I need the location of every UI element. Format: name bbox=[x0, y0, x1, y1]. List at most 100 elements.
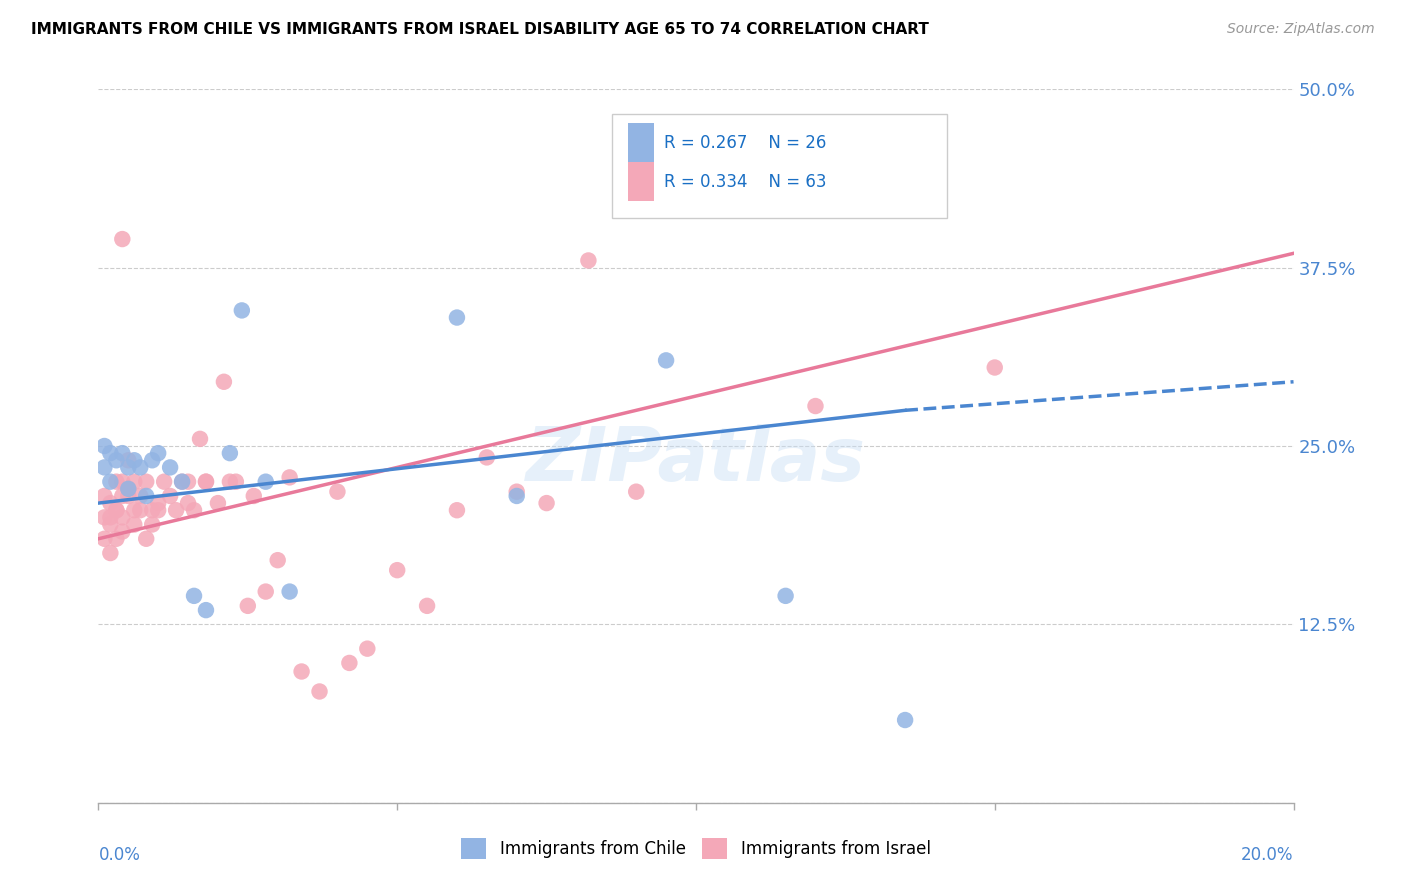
Point bbox=[278, 584, 301, 599]
Point bbox=[195, 603, 218, 617]
Point bbox=[148, 496, 170, 510]
Text: R = 0.267    N = 26: R = 0.267 N = 26 bbox=[664, 134, 827, 152]
Point bbox=[129, 489, 152, 503]
Text: 0.0%: 0.0% bbox=[98, 846, 141, 863]
Point bbox=[177, 475, 200, 489]
Point bbox=[177, 496, 200, 510]
Point bbox=[278, 470, 301, 484]
Point bbox=[506, 484, 529, 499]
Point bbox=[267, 553, 290, 567]
Point bbox=[775, 589, 797, 603]
Point bbox=[93, 532, 115, 546]
Point bbox=[93, 489, 115, 503]
Point bbox=[446, 310, 468, 325]
Point bbox=[93, 460, 115, 475]
Point bbox=[536, 496, 558, 510]
Point bbox=[98, 546, 122, 560]
Point bbox=[124, 517, 146, 532]
Point bbox=[308, 684, 330, 698]
Point bbox=[254, 475, 277, 489]
Text: 20.0%: 20.0% bbox=[1241, 846, 1294, 863]
Point bbox=[98, 446, 122, 460]
Point bbox=[98, 510, 122, 524]
Point bbox=[243, 489, 266, 503]
Point bbox=[105, 503, 128, 517]
Point bbox=[111, 232, 134, 246]
Point bbox=[159, 460, 181, 475]
Point bbox=[159, 489, 181, 503]
Point bbox=[93, 439, 115, 453]
Point bbox=[172, 475, 194, 489]
Point bbox=[117, 489, 139, 503]
Point bbox=[117, 482, 139, 496]
Point bbox=[254, 584, 277, 599]
Point bbox=[141, 453, 163, 467]
Point bbox=[105, 453, 128, 467]
FancyBboxPatch shape bbox=[613, 114, 948, 218]
Text: Source: ZipAtlas.com: Source: ZipAtlas.com bbox=[1227, 22, 1375, 37]
Point bbox=[148, 446, 170, 460]
Point bbox=[141, 503, 163, 517]
Point bbox=[385, 563, 409, 577]
Point bbox=[475, 450, 498, 465]
Point bbox=[326, 484, 349, 499]
Point bbox=[124, 503, 146, 517]
Point bbox=[153, 475, 176, 489]
Point bbox=[124, 475, 146, 489]
Point bbox=[129, 460, 152, 475]
Point bbox=[111, 510, 134, 524]
Point bbox=[236, 599, 259, 613]
Point bbox=[804, 399, 827, 413]
Point bbox=[626, 484, 648, 499]
Point bbox=[98, 517, 122, 532]
Point bbox=[212, 375, 235, 389]
Point bbox=[111, 524, 134, 539]
Legend: Immigrants from Chile, Immigrants from Israel: Immigrants from Chile, Immigrants from I… bbox=[461, 838, 931, 859]
Point bbox=[195, 475, 218, 489]
Point bbox=[188, 432, 211, 446]
Point bbox=[984, 360, 1007, 375]
Point bbox=[117, 453, 139, 467]
Point bbox=[105, 475, 128, 489]
Point bbox=[578, 253, 600, 268]
Point bbox=[219, 475, 242, 489]
Point bbox=[219, 446, 242, 460]
Text: ZIPatlas: ZIPatlas bbox=[526, 424, 866, 497]
Point bbox=[339, 656, 361, 670]
Point bbox=[655, 353, 678, 368]
Point bbox=[93, 510, 115, 524]
Point bbox=[111, 475, 134, 489]
Point bbox=[105, 532, 128, 546]
Point bbox=[183, 589, 205, 603]
Point bbox=[225, 475, 247, 489]
Point bbox=[231, 303, 253, 318]
Point bbox=[506, 489, 529, 503]
Point bbox=[135, 532, 157, 546]
Point bbox=[141, 517, 163, 532]
Bar bbox=[628, 162, 654, 202]
Point bbox=[135, 475, 157, 489]
Point bbox=[98, 496, 122, 510]
Text: R = 0.334    N = 63: R = 0.334 N = 63 bbox=[664, 173, 827, 191]
Bar bbox=[628, 123, 654, 162]
Text: IMMIGRANTS FROM CHILE VS IMMIGRANTS FROM ISRAEL DISABILITY AGE 65 TO 74 CORRELAT: IMMIGRANTS FROM CHILE VS IMMIGRANTS FROM… bbox=[31, 22, 929, 37]
Point bbox=[105, 503, 128, 517]
Point bbox=[183, 503, 205, 517]
Point bbox=[165, 503, 187, 517]
Point bbox=[111, 489, 134, 503]
Point bbox=[129, 503, 152, 517]
Point bbox=[98, 475, 122, 489]
Point bbox=[172, 475, 194, 489]
Point bbox=[207, 496, 229, 510]
Point bbox=[416, 599, 439, 613]
Point bbox=[195, 475, 218, 489]
Point bbox=[135, 489, 157, 503]
Point bbox=[117, 482, 139, 496]
Point bbox=[356, 641, 378, 656]
Point bbox=[148, 503, 170, 517]
Point bbox=[291, 665, 314, 679]
Point bbox=[117, 460, 139, 475]
Point bbox=[894, 713, 917, 727]
Point bbox=[446, 503, 468, 517]
Point bbox=[111, 446, 134, 460]
